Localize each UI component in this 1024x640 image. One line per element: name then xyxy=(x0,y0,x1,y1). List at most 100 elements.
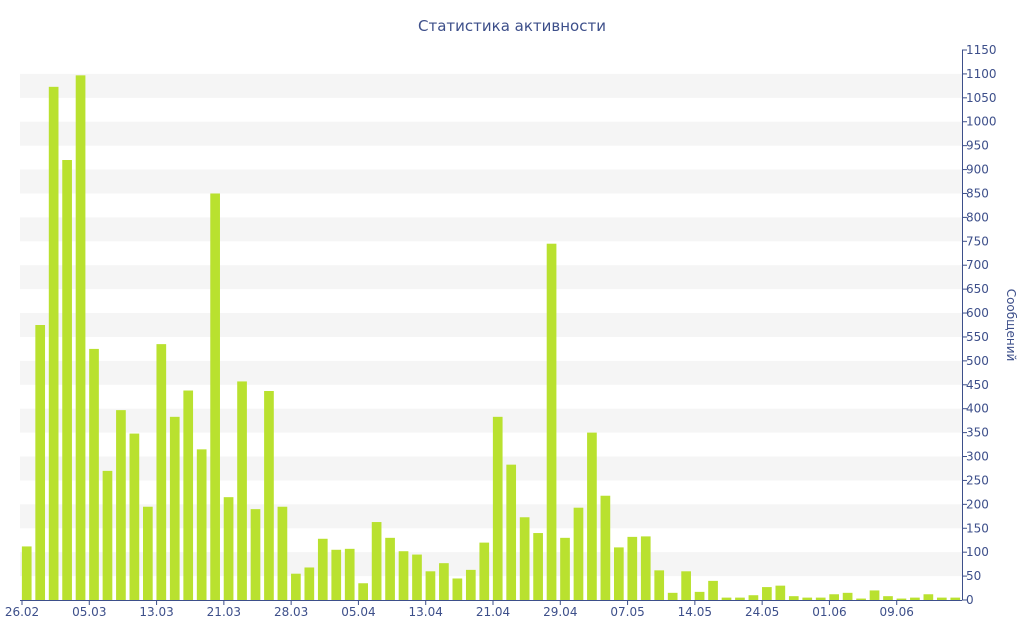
bar xyxy=(223,497,234,600)
y-tick-label: 650 xyxy=(966,282,989,296)
bar xyxy=(129,433,140,600)
bar xyxy=(398,551,409,600)
y-tick-label: 500 xyxy=(966,354,989,368)
bar xyxy=(856,598,866,600)
bar xyxy=(317,538,328,600)
grid-bands xyxy=(20,73,962,577)
grid-band xyxy=(20,73,962,98)
x-tick-label: 26.02 xyxy=(5,605,39,619)
y-tick-label: 250 xyxy=(966,473,989,487)
x-tick-label: 28.03 xyxy=(274,605,308,619)
x-tick-label: 29.04 xyxy=(543,605,577,619)
bar xyxy=(358,583,368,600)
bar xyxy=(156,344,167,600)
y-tick-label: 700 xyxy=(966,258,989,272)
bar xyxy=(492,416,503,600)
chart-title: Статистика активности xyxy=(418,17,606,35)
bar xyxy=(936,597,947,600)
y-tick-label: 450 xyxy=(966,378,989,392)
bar xyxy=(62,160,72,600)
bar xyxy=(102,470,113,600)
bar xyxy=(775,585,786,600)
x-tick-label: 13.04 xyxy=(409,605,443,619)
bar xyxy=(950,597,961,600)
x-tick-label: 01.06 xyxy=(812,605,846,619)
bar xyxy=(842,592,853,600)
x-tick-label: 13.03 xyxy=(139,605,173,619)
grid-band xyxy=(20,169,962,194)
x-tick-label: 21.04 xyxy=(476,605,510,619)
bar xyxy=(75,75,86,601)
bar xyxy=(412,554,422,600)
y-tick-label: 350 xyxy=(966,426,989,440)
bar xyxy=(35,325,46,600)
bar xyxy=(708,580,718,600)
bar xyxy=(250,509,261,600)
x-tick-label: 14.05 xyxy=(678,605,712,619)
bar xyxy=(654,570,665,600)
bar xyxy=(896,598,907,600)
grid-band xyxy=(20,265,962,290)
grid-band xyxy=(20,360,962,385)
x-axis: 26.02 05.03 13.03 21.03 28.03 05.04 13.04 21.04… xyxy=(5,600,962,619)
y-axis-title: Сообщений xyxy=(1004,289,1018,362)
grid-band xyxy=(20,456,962,481)
x-tick-label: 21.03 xyxy=(207,605,241,619)
y-tick-label: 600 xyxy=(966,306,989,320)
bar xyxy=(479,542,490,600)
bar xyxy=(264,391,274,600)
grid-band xyxy=(20,408,962,433)
bar xyxy=(371,522,382,600)
grid-band xyxy=(20,217,962,242)
y-tick-label: 550 xyxy=(966,330,989,344)
y-tick-label: 100 xyxy=(966,545,989,559)
bar xyxy=(883,596,893,600)
bar xyxy=(640,536,651,600)
y-tick-label: 50 xyxy=(966,569,981,583)
y-tick-label: 900 xyxy=(966,163,989,177)
bar xyxy=(169,416,180,600)
bar xyxy=(277,506,288,600)
bar xyxy=(573,507,584,600)
bar xyxy=(425,571,436,600)
bar xyxy=(143,506,153,600)
y-tick-label: 1000 xyxy=(966,115,997,129)
bar xyxy=(506,464,517,600)
y-tick-label: 1100 xyxy=(966,67,997,81)
bar xyxy=(667,592,678,600)
bar xyxy=(196,449,207,600)
bar xyxy=(788,596,799,600)
bar xyxy=(627,536,638,600)
bar xyxy=(829,594,839,600)
bar xyxy=(465,569,476,600)
bar xyxy=(331,549,342,600)
y-tick-label: 1050 xyxy=(966,91,997,105)
y-tick-label: 200 xyxy=(966,497,989,511)
bar xyxy=(116,410,126,600)
bar xyxy=(533,533,543,600)
bar xyxy=(748,595,759,600)
x-tick-label: 09.06 xyxy=(880,605,914,619)
bar xyxy=(304,567,315,600)
bar xyxy=(546,243,557,600)
bar xyxy=(600,495,611,600)
bar xyxy=(802,597,813,600)
bar xyxy=(48,86,59,600)
x-tick-label: 07.05 xyxy=(610,605,644,619)
bar xyxy=(344,548,355,600)
grid-band xyxy=(20,121,962,146)
bars-group xyxy=(21,75,961,601)
bar xyxy=(923,594,934,600)
bar xyxy=(614,547,624,600)
bar xyxy=(89,348,99,600)
y-tick-label: 850 xyxy=(966,186,989,200)
bar xyxy=(452,578,463,600)
bar xyxy=(762,587,772,600)
bar xyxy=(439,563,449,600)
bar xyxy=(735,597,745,600)
y-tick-label: 300 xyxy=(966,450,989,464)
bar xyxy=(910,597,920,600)
bar xyxy=(21,546,32,600)
